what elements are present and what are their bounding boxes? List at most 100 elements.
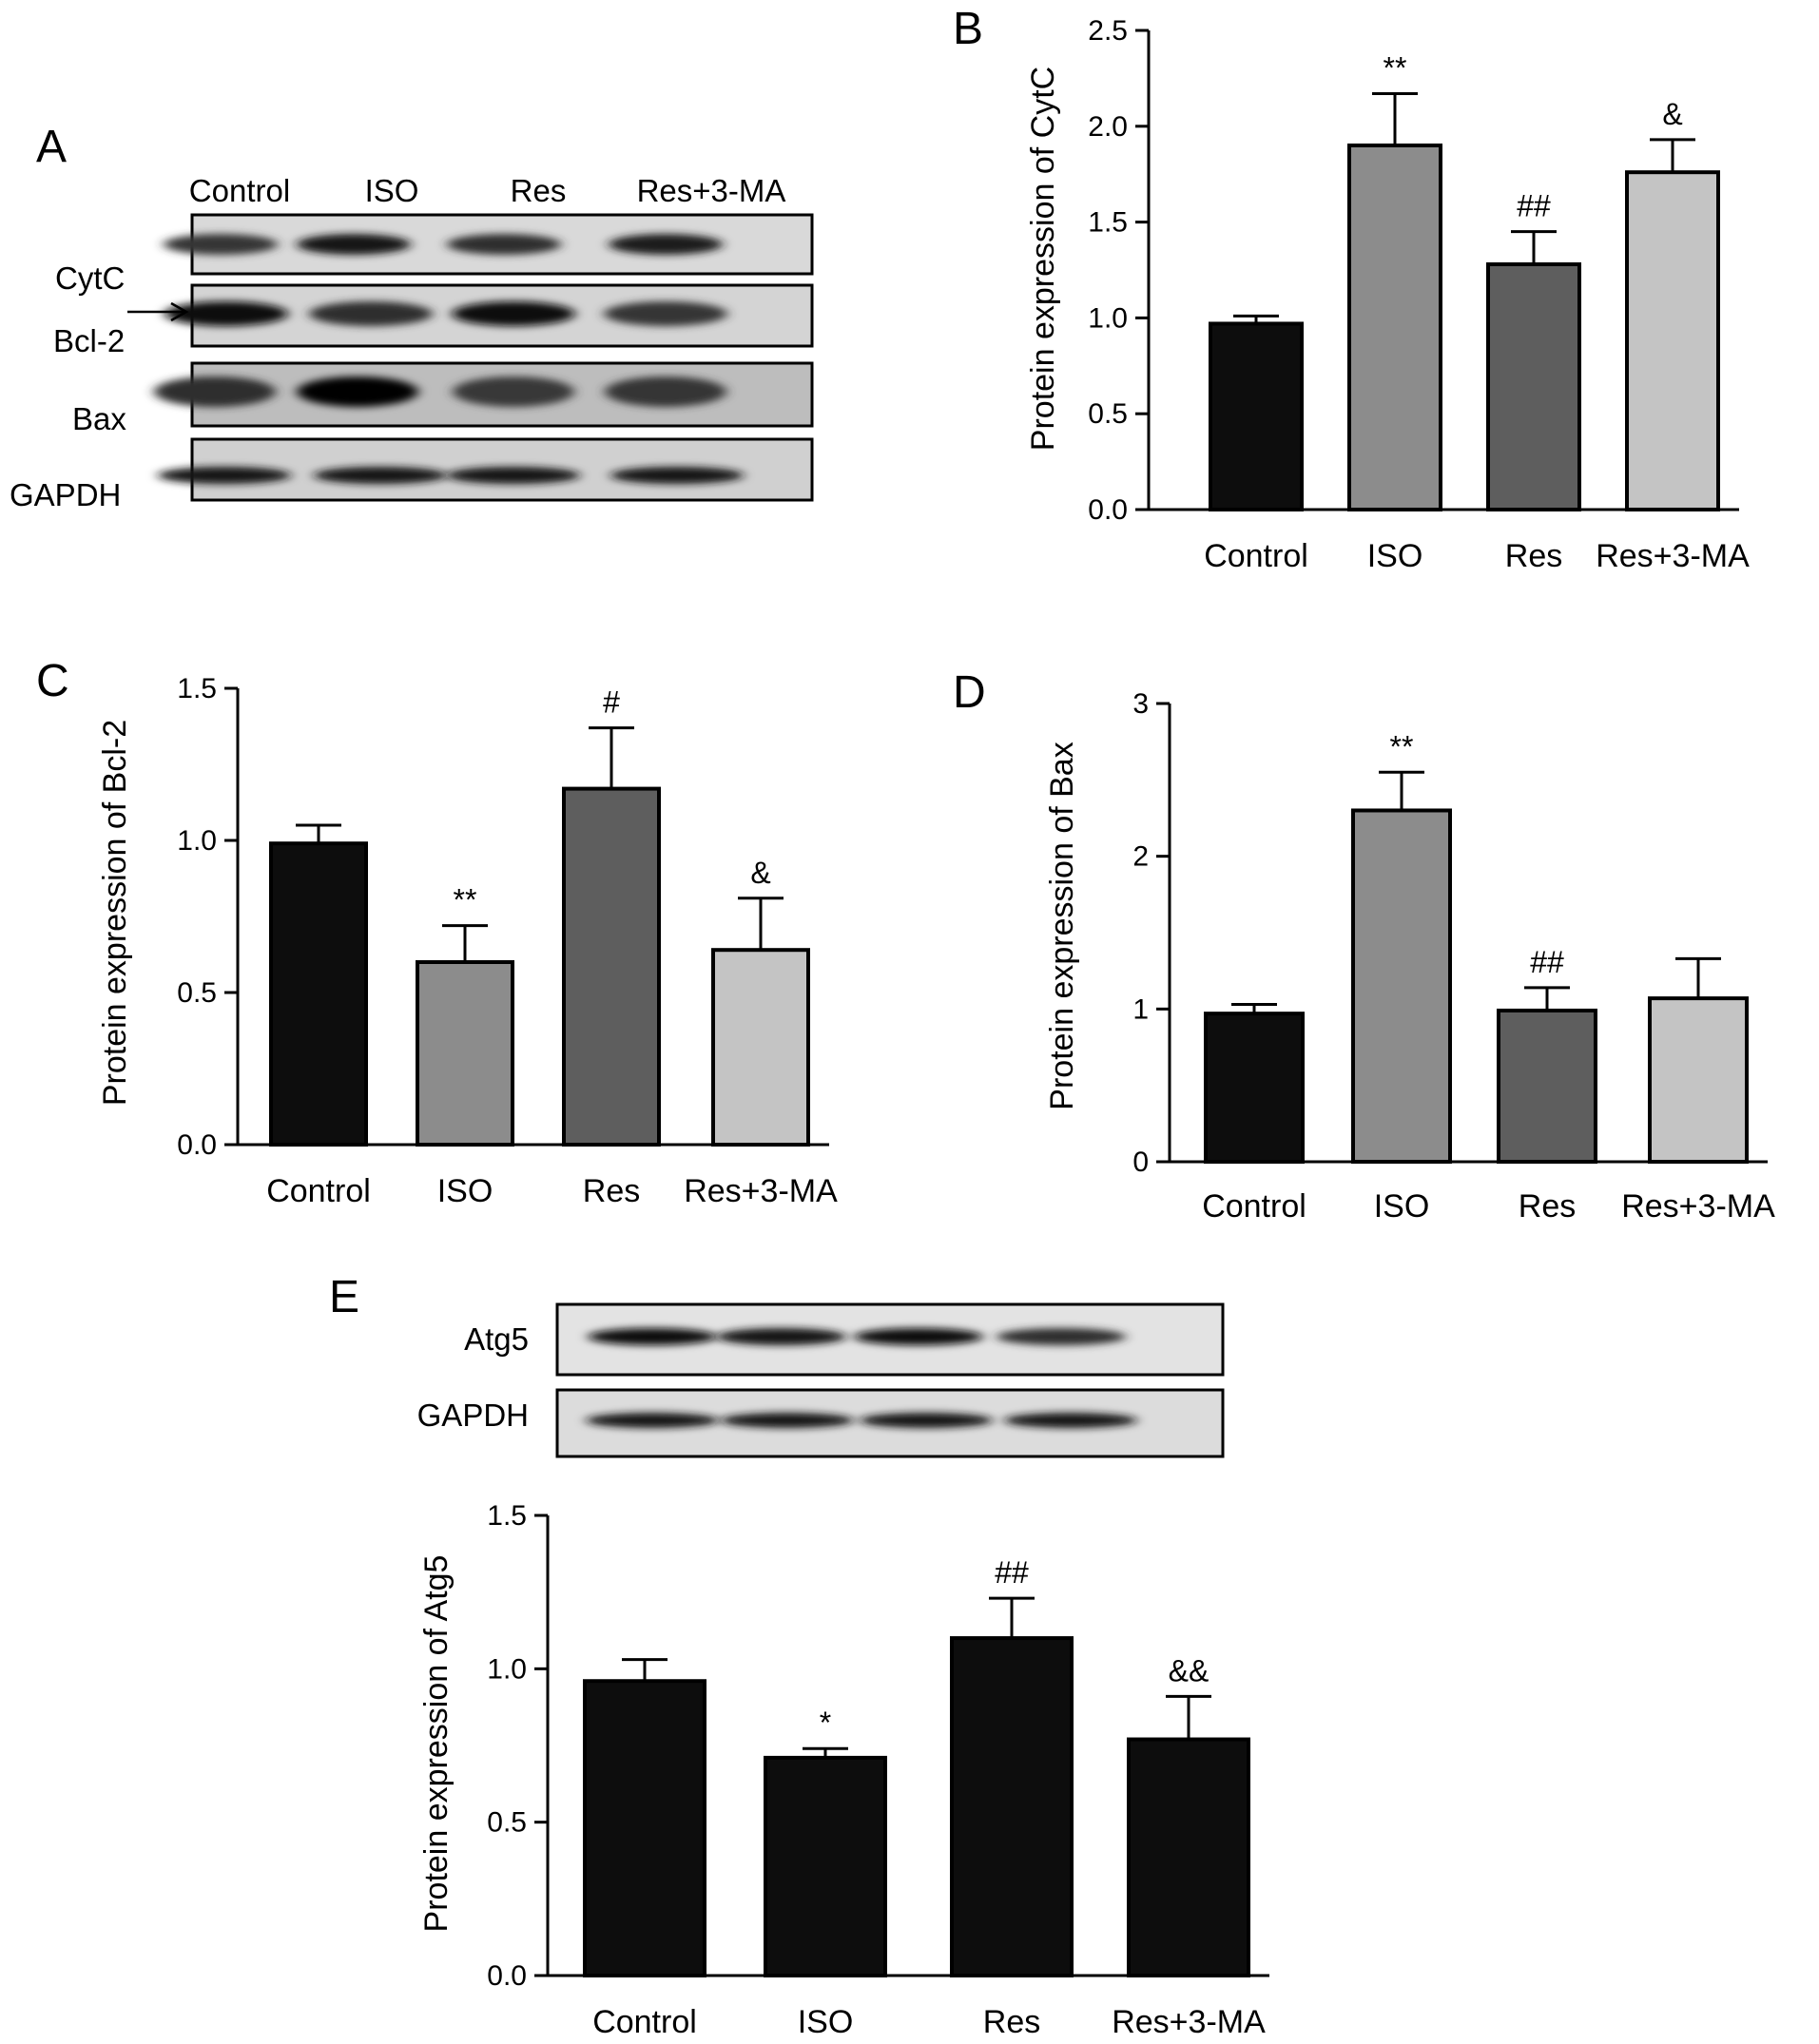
bar: [583, 1679, 706, 1977]
y-tick-label: 2: [1132, 841, 1149, 873]
panel-a-label: A: [36, 122, 67, 172]
blot-label-bcl2: Bcl-2: [53, 323, 125, 358]
panel-b-y-axis-title: Protein expression of CytC: [1025, 67, 1061, 451]
lane-label: Control: [189, 173, 290, 208]
blot-band: [164, 301, 288, 326]
x-tick-label: Control: [1204, 538, 1308, 574]
bar: [1625, 170, 1720, 512]
y-tick-label: 0.5: [487, 1807, 527, 1839]
y-tick-label: 2.5: [1088, 15, 1128, 47]
significance-label: &: [750, 856, 770, 890]
blot-row-bcl2: [164, 283, 814, 348]
panel-b-label: B: [953, 4, 983, 54]
blot-band: [447, 467, 580, 484]
y-tick-label: 1.5: [177, 673, 217, 704]
y-tick-label: 0.0: [487, 1960, 527, 1992]
panel-a: A Control ISO Res Res+3-MA CytC Bcl-2 Ba…: [10, 122, 814, 512]
panel-c: C Protein expression of Bcl-2 0.0 0.5 1.0 1…: [36, 656, 838, 1209]
bar: [416, 960, 514, 1147]
bar: [950, 1636, 1074, 1977]
significance-label: &&: [1169, 1653, 1209, 1687]
lane-label: Res: [511, 173, 567, 208]
bar: [1486, 261, 1581, 511]
y-tick-label: 3: [1132, 688, 1149, 720]
blot-band: [854, 1328, 983, 1345]
blot-band: [309, 301, 433, 326]
blot-band: [588, 1328, 717, 1345]
x-tick-label: Res+3-MA: [1112, 2004, 1266, 2040]
blot-band: [452, 301, 575, 326]
y-tick-label: 1.5: [1088, 207, 1128, 239]
y-tick-label: 0: [1132, 1147, 1149, 1178]
x-tick-label: Res: [983, 2004, 1040, 2040]
x-tick-label: Control: [266, 1173, 371, 1209]
blot-row-gapdh-e: [555, 1388, 1225, 1458]
blot-band: [158, 467, 291, 484]
blot-band: [997, 1328, 1126, 1345]
panel-b: B Protein expression of CytC 0.0 0.5 1.0 1.…: [953, 4, 1750, 574]
y-tick-label: 0.0: [1088, 494, 1128, 526]
y-tick-label: 0.5: [177, 977, 217, 1009]
significance-label: *: [820, 1706, 831, 1740]
y-tick-label: 1.5: [487, 1500, 527, 1532]
panel-d-label: D: [953, 667, 986, 718]
bar: [1497, 1008, 1597, 1164]
blot-label-bax: Bax: [72, 401, 126, 436]
y-tick-label: 1.0: [487, 1653, 527, 1685]
blot-row-cytc: [164, 213, 814, 276]
significance-label: **: [1384, 51, 1407, 86]
blot-band: [314, 467, 447, 484]
x-tick-label: Res: [583, 1173, 640, 1209]
significance-label: **: [454, 883, 477, 917]
panel-e-chart: Protein expression of Atg5 0.0 0.5 1.0 1.5 C…: [418, 1500, 1269, 2040]
x-tick-label: Res+3-MA: [684, 1173, 838, 1209]
bar: [1209, 321, 1304, 511]
panel-e-label: E: [329, 1272, 359, 1322]
panel-d: D Protein expression of Bax 0 1 2 3 Control *…: [953, 667, 1775, 1224]
blot-band: [164, 234, 278, 255]
y-tick-label: 2.0: [1088, 111, 1128, 143]
bar: [269, 841, 368, 1147]
blot-label-atg5: Atg5: [464, 1321, 529, 1357]
y-tick-label: 1.0: [177, 825, 217, 857]
y-tick-label: 0.0: [177, 1129, 217, 1161]
significance-label: #: [603, 685, 620, 720]
significance-label: ##: [995, 1555, 1029, 1590]
lane-label: Res+3-MA: [637, 173, 786, 208]
x-tick-label: Res: [1505, 538, 1562, 574]
blot-band: [297, 234, 411, 255]
blot-band: [717, 1328, 846, 1345]
lane-label: ISO: [365, 173, 419, 208]
significance-label: ##: [1517, 189, 1551, 223]
blot-row-gapdh: [158, 437, 814, 502]
x-tick-label: Control: [1202, 1188, 1306, 1224]
panel-d-y-axis-title: Protein expression of Bax: [1044, 742, 1080, 1109]
blot-band: [609, 234, 723, 255]
x-tick-label: ISO: [437, 1173, 493, 1209]
significance-label: ##: [1530, 945, 1564, 979]
panel-c-y-axis-title: Protein expression of Bcl-2: [97, 720, 133, 1106]
bar-chart-cytc: 0.0 0.5 1.0 1.5 2.0 2.5 Control ** ISO ## Res & Res+…: [1088, 15, 1750, 574]
blot-band: [860, 1413, 993, 1428]
blot-label-cytc: CytC: [55, 260, 125, 296]
blot-label-gapdh-e: GAPDH: [417, 1398, 529, 1433]
blot-band: [1004, 1413, 1137, 1428]
significance-label: **: [1390, 729, 1414, 763]
x-tick-label: ISO: [1367, 538, 1423, 574]
x-tick-label: ISO: [798, 2004, 854, 2040]
blot-band: [605, 376, 726, 407]
panel-c-label: C: [36, 656, 69, 706]
bar: [764, 1755, 887, 1977]
blot-band: [453, 376, 574, 407]
blot-row-bax: [154, 361, 814, 428]
blot-row-atg5: [555, 1302, 1225, 1377]
bar: [1648, 996, 1749, 1164]
blot-band: [604, 301, 727, 326]
x-tick-label: ISO: [1374, 1188, 1430, 1224]
bar: [1127, 1737, 1250, 1977]
x-tick-label: Res+3-MA: [1621, 1188, 1775, 1224]
x-tick-label: Res: [1519, 1188, 1576, 1224]
panel-e-blot: E Atg5 GAPDH: [329, 1272, 1225, 1458]
blot-label-gapdh: GAPDH: [10, 477, 121, 512]
x-tick-label: Control: [592, 2004, 697, 2040]
